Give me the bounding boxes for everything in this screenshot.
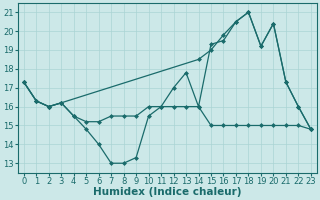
X-axis label: Humidex (Indice chaleur): Humidex (Indice chaleur) xyxy=(93,187,242,197)
